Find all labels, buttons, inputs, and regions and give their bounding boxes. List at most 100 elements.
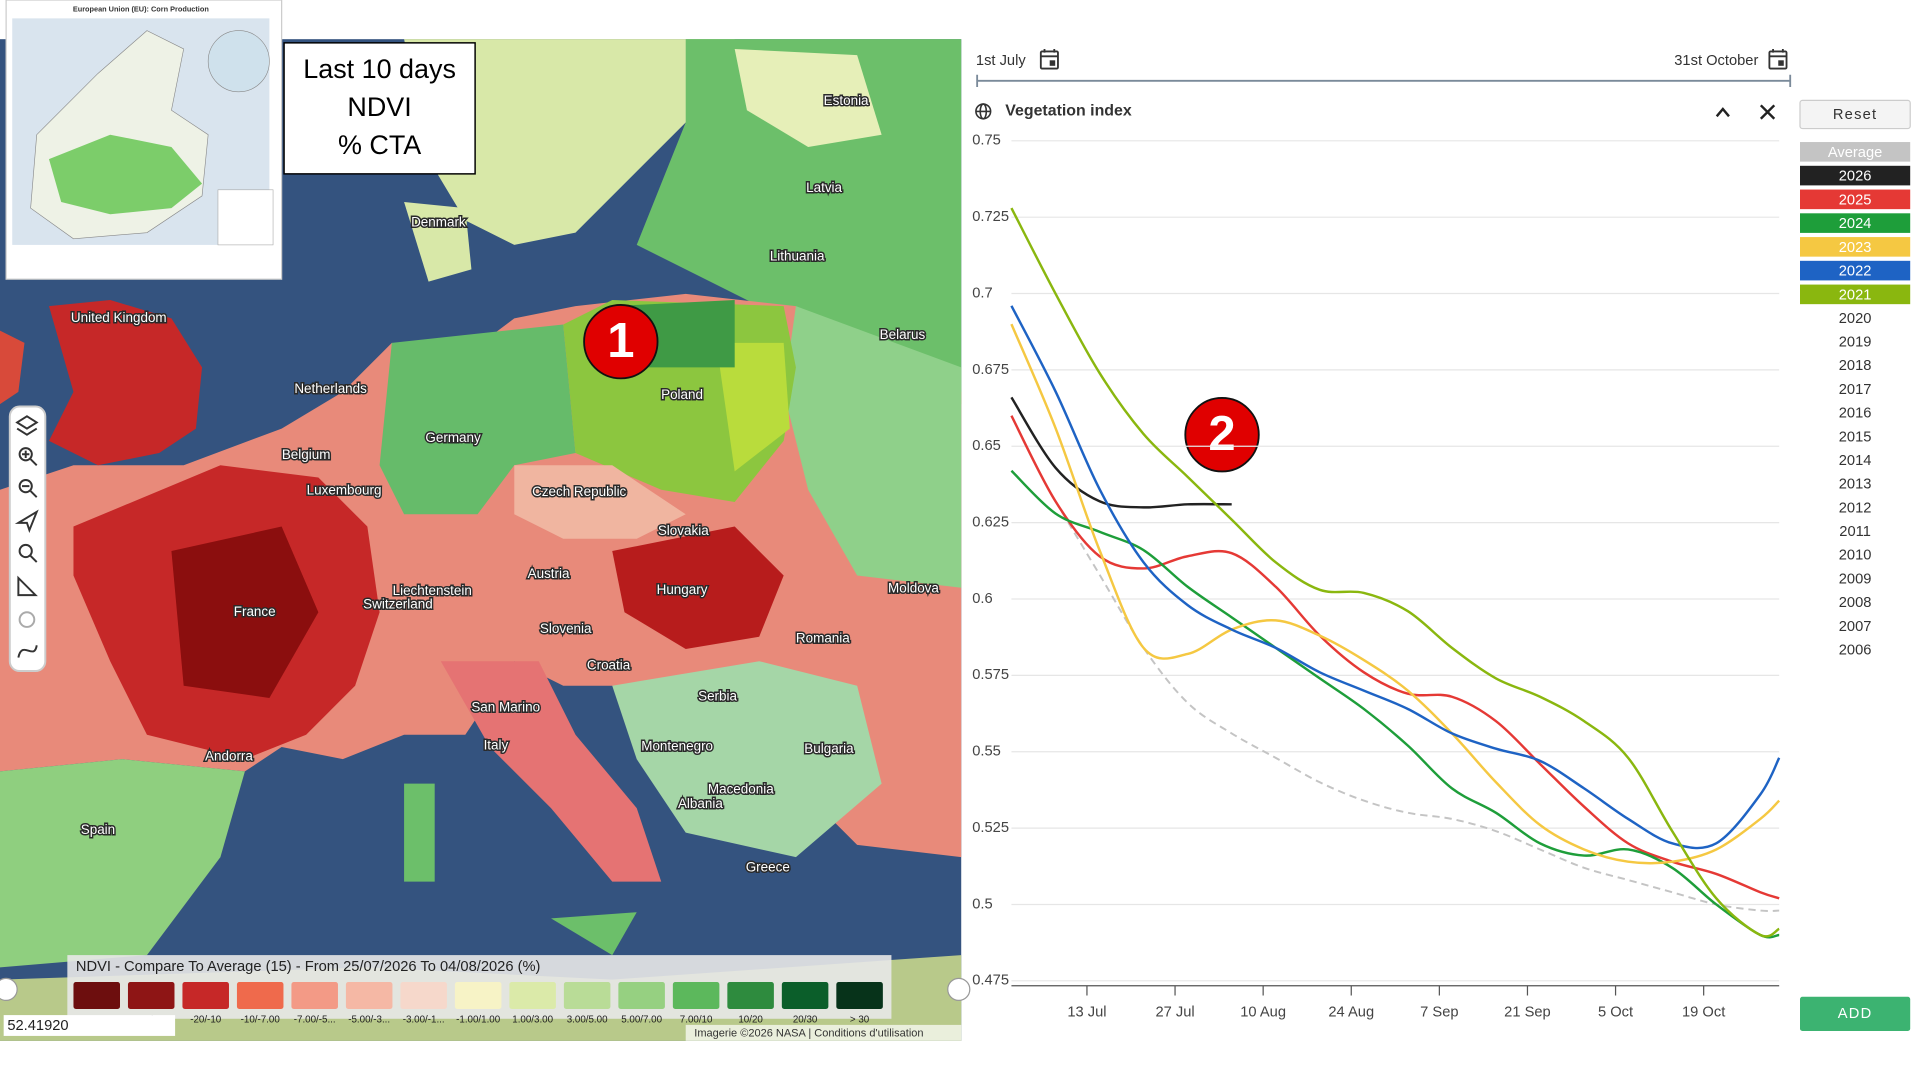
y-tick-label: 0.725 [972, 209, 1009, 225]
land [404, 39, 735, 245]
zoom-in-button[interactable] [18, 447, 38, 466]
legend-label[interactable]: 2011 [1839, 524, 1871, 540]
land [404, 202, 472, 282]
legend-item[interactable]: Average [1800, 142, 1911, 162]
legend-swatch [509, 982, 556, 1009]
legend-label[interactable]: 2008 [1839, 595, 1872, 611]
land [783, 306, 962, 588]
legend-label[interactable]: 2017 [1839, 382, 1872, 398]
calendar-end[interactable] [1768, 48, 1788, 70]
legend-swatch [345, 982, 393, 1009]
land [404, 783, 435, 882]
series-line [1010, 469, 1780, 939]
y-tick-label: 0.625 [972, 515, 1009, 531]
y-tick-label: 0.6 [972, 591, 992, 607]
inset-key [217, 189, 274, 246]
legend-label: 2025 [1839, 192, 1872, 208]
x-tick-label: 7 Sep [1420, 1005, 1458, 1021]
measure-button[interactable] [17, 575, 38, 597]
legend-label[interactable]: 2013 [1839, 477, 1872, 493]
country-labels: United Kingdom Netherlands Belgium Luxem… [69, 92, 940, 876]
legend-label[interactable]: 2010 [1839, 548, 1872, 564]
layers-button[interactable] [15, 415, 39, 436]
country-label: Poland [661, 387, 703, 402]
pan-right[interactable] [947, 977, 971, 1002]
button-label: ADD [1838, 1006, 1873, 1022]
draw-button[interactable] [17, 645, 38, 658]
search-button[interactable] [18, 543, 38, 563]
legend-label[interactable]: 2014 [1839, 453, 1872, 469]
legend-label: -1.00/1.00 [456, 1015, 501, 1026]
legend-item[interactable]: 2026 [1800, 165, 1911, 186]
calendar-start[interactable] [1039, 48, 1059, 70]
land [612, 526, 784, 649]
legend-swatch [291, 982, 338, 1009]
legend-label: 2024 [1839, 216, 1872, 232]
legend-swatch [182, 982, 229, 1009]
series-line [1010, 305, 1781, 850]
legend-label[interactable]: 2020 [1839, 311, 1872, 327]
x-tick-label: 10 Aug [1240, 1005, 1286, 1021]
legend-swatch [73, 982, 120, 1009]
panel-header: 1st July 31st October Vegetation index [975, 48, 1792, 120]
legend-swatch [727, 982, 774, 1009]
legend-title: NDVI - Compare To Average (15) - From 25… [76, 959, 541, 975]
zoom-out-button[interactable] [18, 479, 38, 498]
country-label: Liechtenstein [393, 583, 472, 598]
legend-item[interactable]: 2023 [1800, 237, 1911, 257]
legend-label[interactable]: 2018 [1839, 358, 1872, 374]
country-label: Albania [678, 796, 723, 811]
button-bg [1800, 996, 1911, 1032]
pan-left[interactable] [0, 977, 18, 1002]
land [734, 48, 882, 147]
map[interactable]: United Kingdom Netherlands Belgium Luxem… [0, 0, 971, 1041]
map-legend: NDVI - Compare To Average (15) - From 25… [67, 955, 892, 1026]
legend-label[interactable]: 2009 [1839, 571, 1872, 587]
legend-item[interactable]: 2024 [1800, 213, 1911, 233]
legend-label[interactable]: 2015 [1839, 429, 1872, 445]
country-label: Denmark [411, 214, 466, 229]
button-bg [1799, 99, 1911, 130]
country-label: Estonia [824, 93, 869, 108]
coordinates: 52.41920 [7, 1018, 68, 1034]
add-button[interactable]: ADD [1800, 996, 1911, 1032]
legend-label: 2023 [1839, 240, 1872, 256]
legend-label: 1.00/3.00 [512, 1015, 553, 1026]
legend-item[interactable]: 2025 [1800, 189, 1911, 210]
legend-label: Average [1828, 145, 1882, 161]
legend-label[interactable]: 2006 [1839, 643, 1872, 659]
country-label: Luxembourg [307, 483, 382, 498]
date-slider[interactable] [976, 74, 1792, 87]
country-label: Netherlands [294, 381, 367, 396]
legend-label[interactable]: 2012 [1839, 500, 1872, 516]
date-end: 31st October [1674, 53, 1758, 69]
annotation-number: 1 [607, 314, 634, 368]
legend-label: 7.00/10 [680, 1015, 713, 1026]
series-line [1010, 396, 1232, 509]
inset-production [48, 134, 203, 215]
panel-title: Vegetation index [1005, 103, 1132, 120]
inset-title: European Union (EU): Corn Production [73, 5, 209, 14]
legend-item[interactable]: 2021 [1800, 284, 1911, 305]
land [48, 300, 203, 466]
legend-label: -5.00/-3... [348, 1015, 390, 1026]
close-button[interactable] [1759, 104, 1776, 120]
legend-label: > 30 [850, 1015, 870, 1026]
land [612, 661, 882, 858]
locate-button[interactable] [14, 509, 39, 534]
info-frame [283, 42, 476, 175]
country-label: Germany [425, 430, 481, 445]
country-label: Greece [746, 860, 790, 875]
country-label: Belgium [282, 447, 331, 462]
reset-button[interactable]: Reset [1799, 99, 1911, 130]
legend-label[interactable]: 2016 [1839, 406, 1872, 422]
legend-item[interactable]: 2022 [1800, 260, 1911, 281]
legend-label[interactable]: 2007 [1839, 619, 1872, 635]
annotation: 1 [583, 303, 659, 380]
line-chart: 0.475 0.5 0.525 0.55 0.575 0.6 0.625 0.65 0.675 0… [972, 133, 1911, 1021]
annotation-number: 2 [1208, 407, 1235, 461]
legend-label[interactable]: 2019 [1839, 334, 1872, 350]
map-toolbar [8, 405, 47, 672]
target-button[interactable] [18, 611, 36, 628]
collapse-button[interactable] [1715, 107, 1730, 118]
